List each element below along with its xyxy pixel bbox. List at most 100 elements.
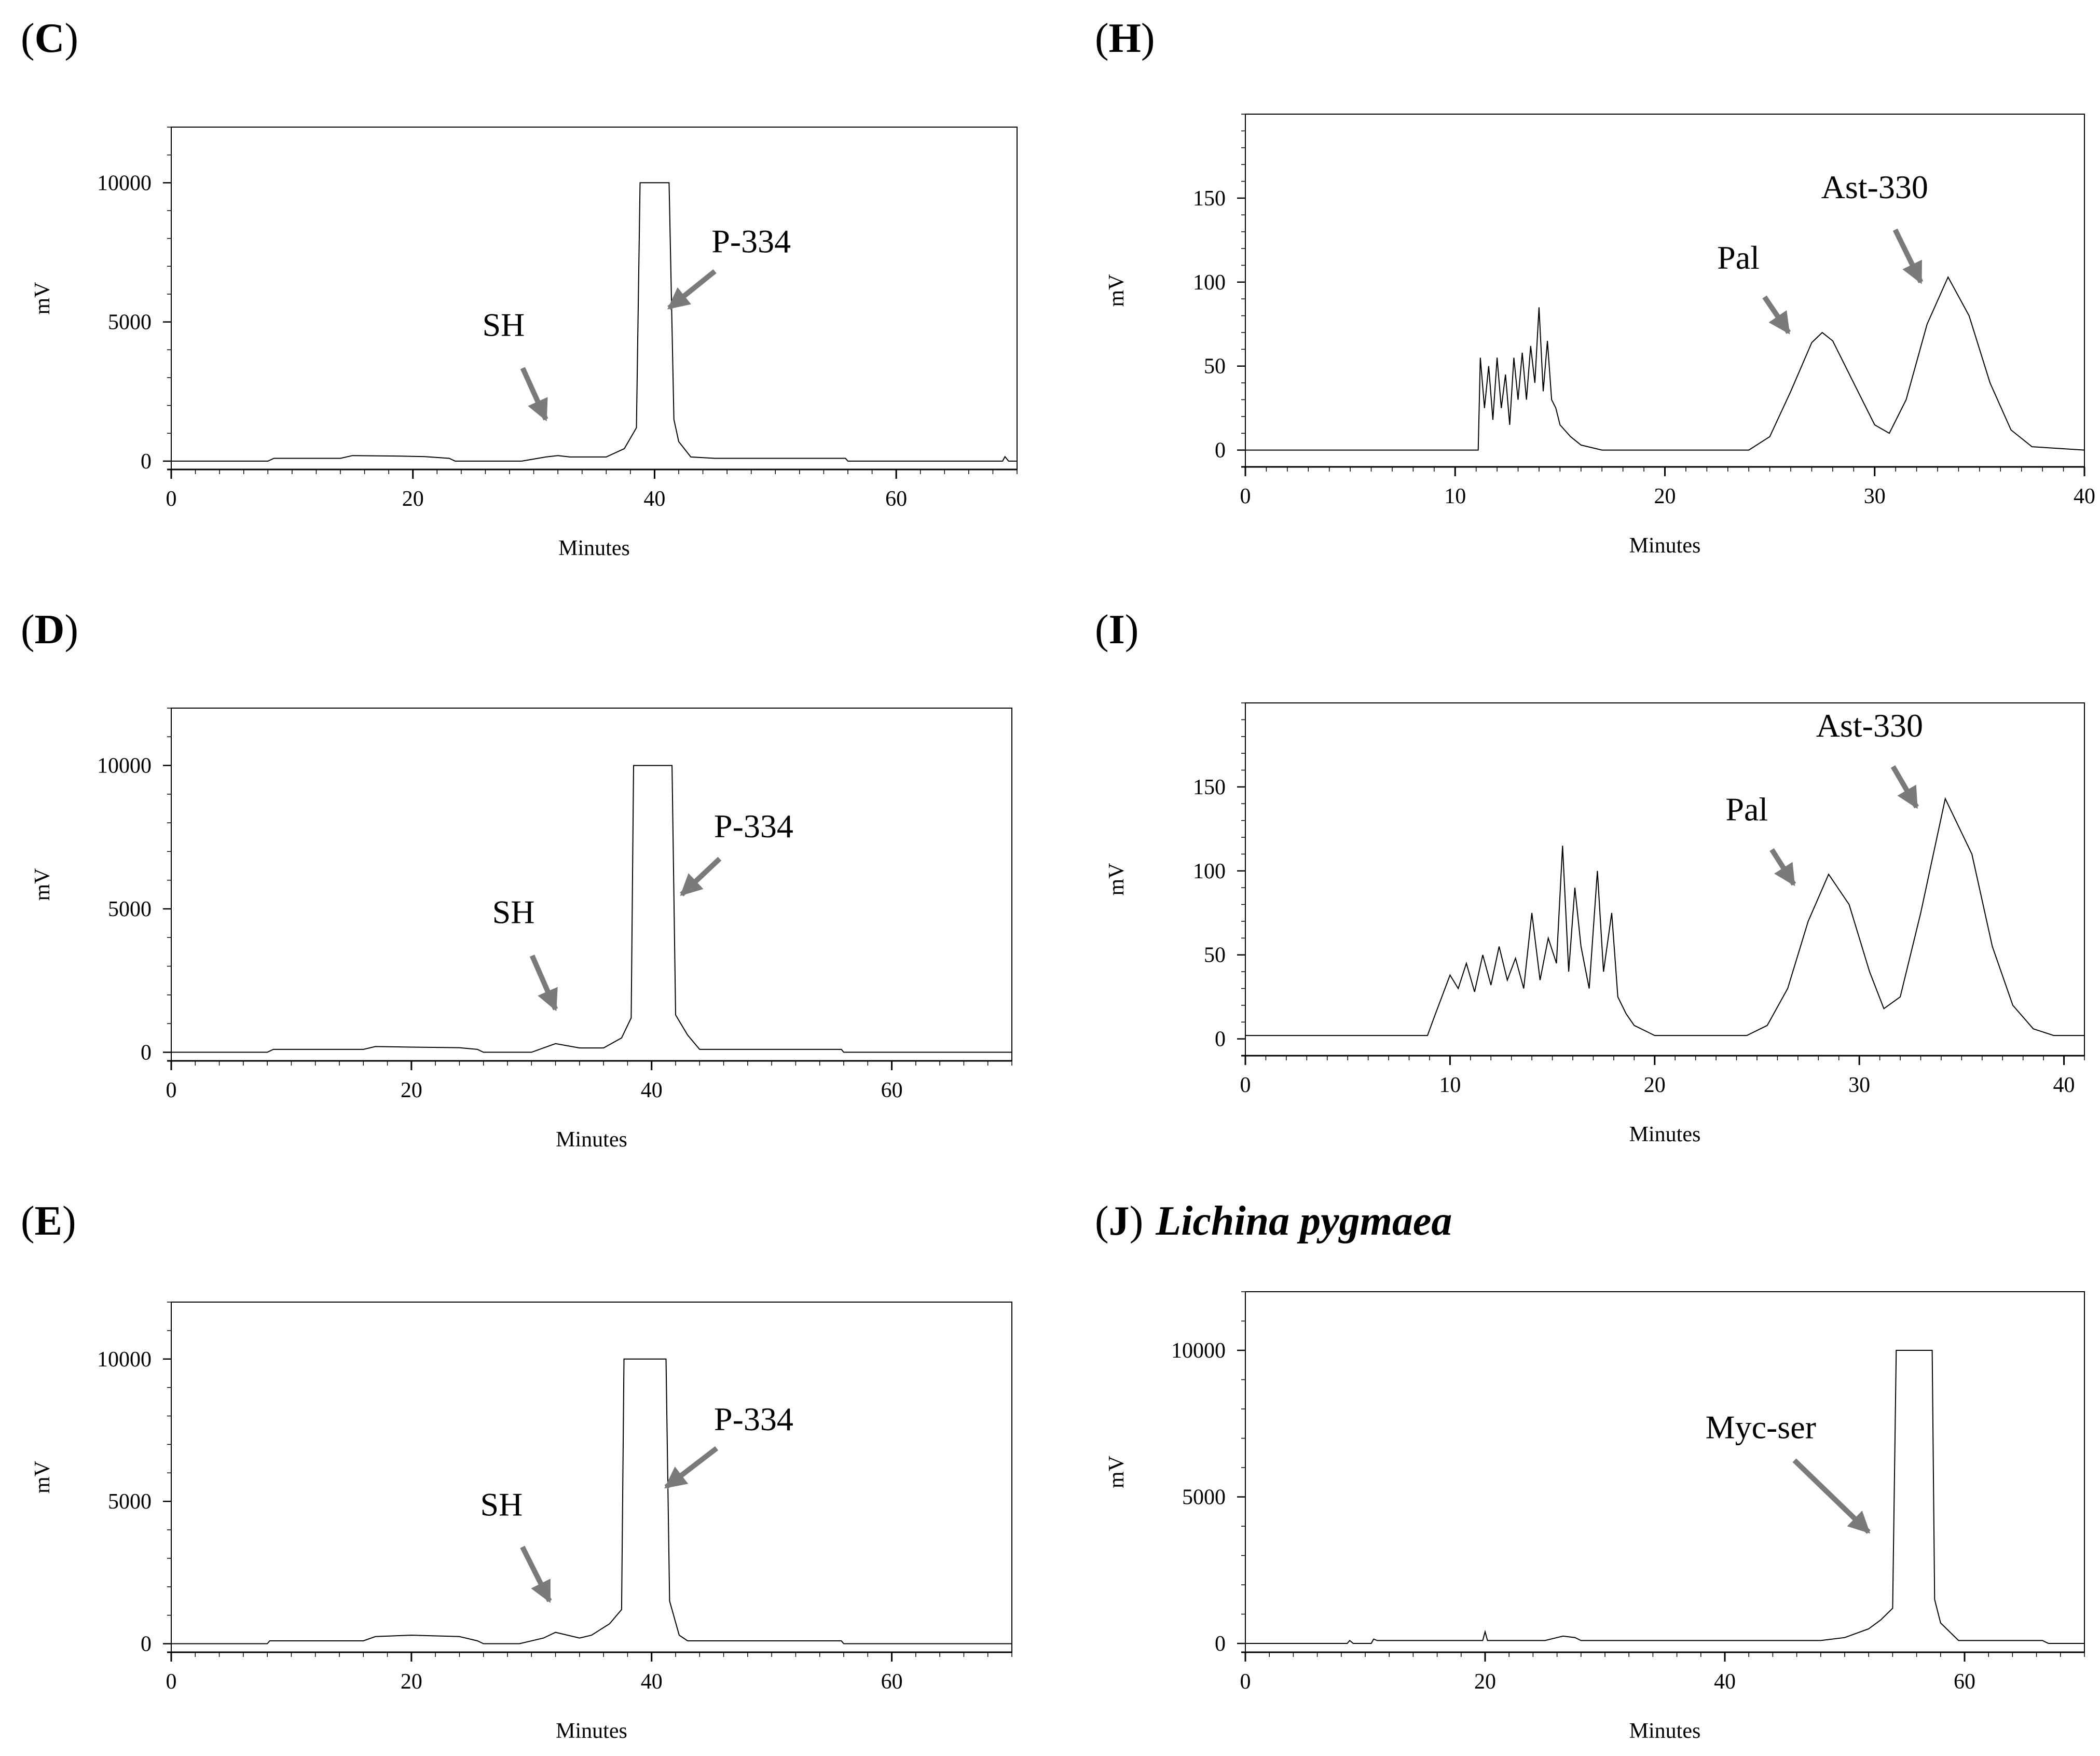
panel-label-c: (C) [21,16,78,61]
annotation-label: SH [481,1486,523,1523]
annotation-arrow [1892,228,1924,284]
x-tick-label: 20 [401,1079,422,1102]
y-tick-label: 5000 [108,311,152,335]
y-axis-title: mV [31,282,54,315]
y-tick-label: 50 [1204,355,1226,379]
panel-label-i: (I) [1095,607,1138,653]
x-tick-label: 20 [1474,1670,1496,1694]
panel-label-j: (J) Lichina pygmaea [1095,1198,1452,1244]
x-axis-title: Minutes [1629,534,1701,558]
x-tick-label: 60 [885,487,907,511]
y-tick-label: 50 [1204,944,1226,967]
y-tick-label: 5000 [1182,1486,1226,1510]
y-tick-label: 100 [1193,271,1226,295]
x-tick-label: 0 [166,1079,177,1102]
x-tick-label: 0 [1240,1073,1251,1097]
y-tick-label: 5000 [108,897,152,921]
x-tick-label: 30 [1864,485,1886,508]
annotation-arrow [520,1545,552,1603]
x-tick-label: 10 [1439,1073,1461,1097]
annotation-arrow [1762,295,1791,335]
x-tick-label: 40 [643,487,665,511]
annotation-label: Pal [1725,791,1768,828]
y-axis-title: mV [31,1461,54,1494]
y-tick-label: 0 [1215,1632,1226,1656]
x-tick-label: 40 [1714,1670,1736,1694]
x-tick-label: 60 [1954,1670,1975,1694]
x-tick-label: 20 [1654,485,1676,508]
series-line-e-0 [171,1358,1012,1644]
annotation-arrow [1769,848,1796,887]
plot-frame [1245,702,2085,1056]
y-axis-title: mV [1105,863,1129,896]
y-axis-title: mV [1105,274,1129,307]
series-line-c-0 [171,182,1017,462]
series-line-j-0 [1245,1350,2084,1644]
x-tick-label: 10 [1444,485,1466,508]
x-tick-label: 30 [1848,1073,1870,1097]
y-tick-label: 150 [1193,187,1226,211]
series-line-h-0 [1245,275,2085,451]
x-tick-label: 40 [641,1079,663,1102]
panel-label-d: (D) [21,607,78,653]
annotation-arrow [529,955,558,1012]
y-tick-label: 0 [141,1633,152,1656]
x-axis-title: Minutes [1629,1719,1701,1743]
plot-frame [171,127,1018,470]
x-tick-label: 0 [1240,485,1251,508]
annotation-arrow [1792,1458,1871,1534]
annotation-arrow [667,269,717,310]
x-axis-title: Minutes [1629,1123,1701,1146]
x-tick-label: 20 [401,1670,422,1694]
plot-frame [171,1302,1012,1653]
x-tick-label: 20 [402,487,424,511]
x-tick-label: 40 [2074,485,2095,508]
series-line-i-0 [1245,797,2084,1036]
series-line-d-0 [171,765,1012,1053]
annotation-arrow [664,1446,719,1489]
chart-panel-c: (C) 0 20 40 60 0 5000 10000 Minutes mV P-334 SH [21,16,1018,560]
annotation-label: P-334 [714,808,793,845]
annotation-arrow [520,367,548,422]
y-tick-label: 10000 [1171,1339,1226,1363]
y-tick-label: 0 [1215,1028,1226,1052]
x-tick-label: 0 [166,1670,177,1694]
y-tick-label: 5000 [108,1490,152,1514]
x-tick-label: 0 [1240,1670,1251,1694]
plot-frame [1245,114,2085,467]
y-tick-label: 0 [1215,439,1226,463]
annotation-label: Myc-ser [1706,1409,1816,1446]
x-tick-label: 0 [166,487,177,511]
x-tick-label: 40 [2053,1073,2075,1097]
y-axis-title: mV [31,868,54,901]
chart-panel-j: (J) Lichina pygmaea 0 20 40 60 0 5000 10000 Minut… [1095,1198,2085,1743]
x-axis-title: Minutes [556,1128,627,1152]
annotation-arrow [1890,765,1919,809]
y-tick-label: 10000 [97,171,152,195]
annotation-label: P-334 [711,223,791,259]
x-axis-title: Minutes [558,536,630,560]
annotation-label: Ast-330 [1821,169,1928,205]
y-tick-label: 100 [1193,860,1226,883]
panel-title: Lichina pygmaea [1155,1198,1452,1244]
x-tick-label: 60 [881,1670,903,1694]
y-axis-title: mV [1105,1456,1129,1488]
x-tick-label: 40 [641,1670,663,1694]
panel-label-e: (E) [21,1198,76,1244]
plot-frame [1245,1291,2085,1653]
x-tick-label: 60 [881,1079,903,1102]
y-tick-label: 10000 [97,754,152,778]
annotation-label: Pal [1717,239,1760,276]
chart-panel-h: (H) 0 10 20 30 40 0 50 100 150 Minutes mV Pal Ast-330 [1095,16,2095,558]
chart-panel-i: (I) 0 10 20 30 40 0 50 100 150 Minutes mV Pal Ast-330 [1095,607,2085,1146]
annotation-label: SH [482,306,525,343]
y-tick-label: 0 [141,450,152,474]
x-axis-title: Minutes [556,1719,627,1743]
annotation-label: P-334 [714,1401,793,1437]
annotation-label: SH [492,894,535,931]
y-tick-label: 0 [141,1041,152,1064]
chart-panel-d: (D) 0 20 40 60 0 5000 10000 Minutes mV P-334 SH [21,607,1012,1152]
panel-label-h: (H) [1095,16,1155,61]
